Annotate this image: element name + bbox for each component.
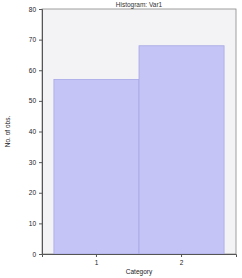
- x-tick-label: 2: [180, 259, 184, 266]
- y-tick-label: 70: [29, 36, 37, 43]
- x-axis-title: Category: [126, 268, 153, 276]
- y-axis: 0 10 20 30 40 50 60 70 80: [29, 6, 43, 258]
- y-tick-label: 10: [29, 220, 37, 227]
- bars: [54, 46, 224, 254]
- y-tick-mark: [39, 101, 42, 102]
- x-tick: 1: [95, 254, 99, 266]
- plot-background: [42, 9, 236, 254]
- y-tick-label: 80: [29, 6, 37, 13]
- y-tick-mark: [39, 223, 42, 224]
- y-tick-mark: [39, 132, 42, 133]
- y-tick: 30: [29, 159, 42, 166]
- bar: [54, 79, 139, 254]
- y-tick-mark: [39, 193, 42, 194]
- title: Histogram: Var1: [116, 1, 163, 9]
- y-tick: 40: [29, 128, 42, 135]
- y-tick-label: 30: [29, 159, 37, 166]
- y-tick-mark: [39, 9, 42, 10]
- y-tick-label: 20: [29, 189, 37, 196]
- y-tick: 70: [29, 36, 42, 43]
- x-tick-mark: [181, 254, 182, 257]
- x-axis-line: [43, 255, 237, 258]
- y-tick: 80: [29, 6, 42, 13]
- y-axis-title: No. of obs.: [4, 116, 11, 148]
- y-tick: 0: [32, 251, 42, 258]
- y-tick: 60: [29, 67, 42, 74]
- y-tick: 10: [29, 220, 42, 227]
- x-axis: 12: [43, 254, 237, 266]
- y-tick-label: 40: [29, 128, 37, 135]
- bar: [139, 46, 224, 254]
- y-tick-mark: [39, 254, 42, 255]
- x-tick: 2: [180, 254, 184, 266]
- y-tick-label: 0: [32, 251, 36, 258]
- y-axis-line: [39, 10, 43, 255]
- y-tick-mark: [39, 70, 42, 71]
- y-tick: 20: [29, 189, 42, 196]
- plot: 0102030405060708012: [29, 6, 237, 266]
- x-tick-label: 1: [95, 259, 99, 266]
- y-tick-mark: [39, 40, 42, 41]
- chart: 0102030405060708012Histogram: Var1Catego…: [0, 0, 242, 278]
- y-tick: 50: [29, 97, 42, 104]
- y-tick-mark: [39, 162, 42, 163]
- x-tick-mark: [96, 254, 97, 257]
- y-tick-label: 60: [29, 67, 37, 74]
- y-tick-label: 50: [29, 97, 37, 104]
